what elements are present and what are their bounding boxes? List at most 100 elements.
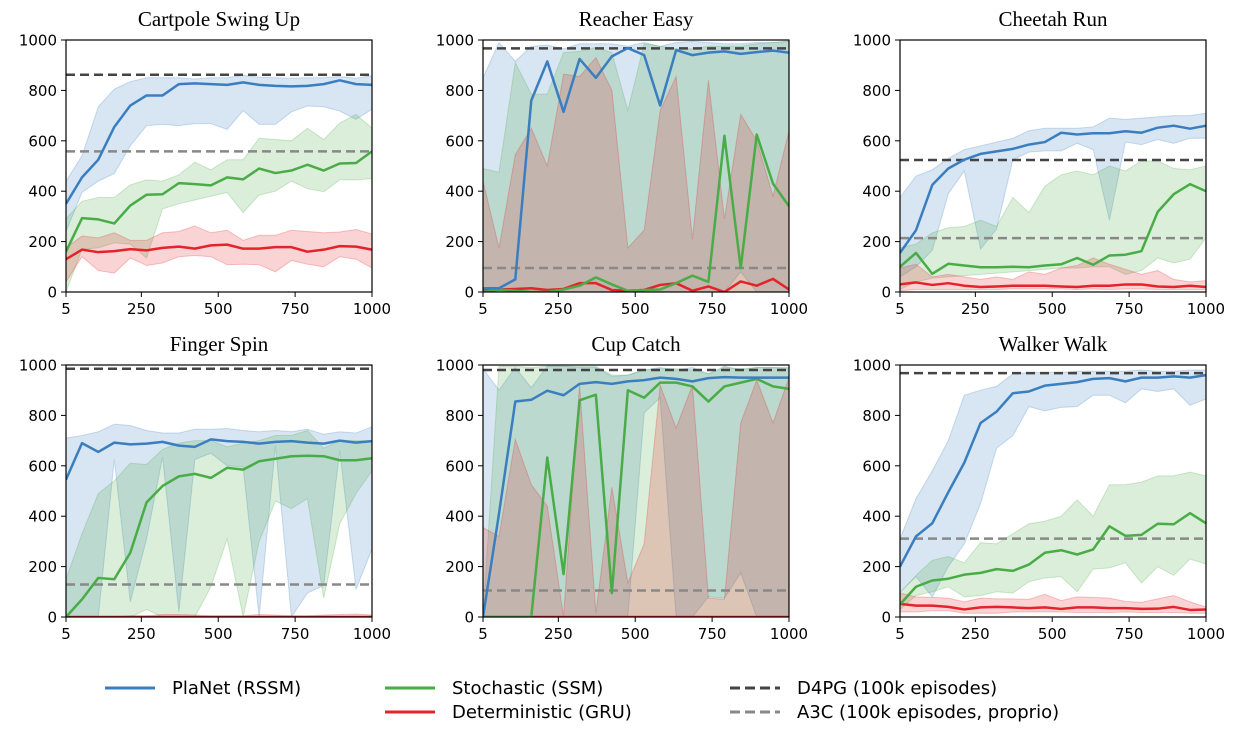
subplot-title: Finger Spin xyxy=(170,332,269,356)
y-tick-label: 800 xyxy=(862,82,891,100)
y-tick-label: 400 xyxy=(445,183,474,201)
y-tick-label: 200 xyxy=(445,233,474,251)
line-gru xyxy=(66,243,372,261)
y-tick-label: 1000 xyxy=(853,357,891,375)
y-tick-label: 800 xyxy=(445,407,474,425)
x-tick-label: 5 xyxy=(61,625,71,643)
x-tick-label: 500 xyxy=(204,300,233,318)
subplot-cheetah-run: Cheetah Run 0 200 400 600 800 1000 5 250 500 750 10… xyxy=(853,7,1225,318)
y-tick-label: 200 xyxy=(28,233,57,251)
y-tick-label: 0 xyxy=(47,609,57,627)
line-planet xyxy=(483,375,789,617)
y-tick-label: 1000 xyxy=(19,357,57,375)
line-gru xyxy=(900,602,1206,612)
x-tick-label: 5 xyxy=(895,300,905,318)
x-tick-label: 1000 xyxy=(1187,625,1225,643)
x-tick-label: 1000 xyxy=(770,625,808,643)
x-tick-label: 5 xyxy=(61,300,71,318)
line-ssm xyxy=(900,182,1206,276)
subplot-finger-spin: Finger Spin 0 200 400 600 800 1000 5 250 500 750 10… xyxy=(19,332,391,643)
x-tick-label: 500 xyxy=(204,625,233,643)
x-tick-label: 5 xyxy=(895,625,905,643)
line-gru xyxy=(900,281,1206,289)
line-planet xyxy=(483,46,789,290)
axes-frame xyxy=(899,364,1207,618)
x-tick-label: 750 xyxy=(1115,300,1144,318)
y-tick-label: 400 xyxy=(862,183,891,201)
line-ssm xyxy=(483,133,789,292)
x-tick-label: 1000 xyxy=(770,300,808,318)
x-tick-label: 750 xyxy=(698,300,727,318)
line-planet xyxy=(66,438,372,481)
x-tick-label: 750 xyxy=(281,300,310,318)
y-tick-label: 800 xyxy=(445,82,474,100)
y-tick-label: 600 xyxy=(445,132,474,150)
line-ssm xyxy=(900,511,1206,606)
band-gru xyxy=(900,592,1206,614)
x-tick-label: 500 xyxy=(1038,625,1067,643)
band-gru xyxy=(483,377,789,617)
subplot-title: Cup Catch xyxy=(591,332,681,356)
y-tick-label: 800 xyxy=(862,407,891,425)
x-tick-label: 750 xyxy=(281,625,310,643)
band-ssm xyxy=(66,113,372,292)
x-tick-label: 250 xyxy=(127,625,156,643)
x-tick-label: 250 xyxy=(544,625,573,643)
plot-area xyxy=(900,112,1206,292)
y-tick-label: 600 xyxy=(28,132,57,150)
y-tick-label: 400 xyxy=(445,508,474,526)
plot-area xyxy=(483,40,789,292)
x-tick-label: 250 xyxy=(544,300,573,318)
subplot-cup-catch: Cup Catch 0 200 400 600 800 1000 5 250 500 750 1000 xyxy=(436,332,808,643)
axes-frame xyxy=(482,364,790,618)
subplot-title: Reacher Easy xyxy=(579,7,694,31)
legend-item-gru: Deterministic (GRU) xyxy=(385,702,632,723)
y-tick-label: 0 xyxy=(464,609,474,627)
band-ssm xyxy=(483,40,789,292)
axes-frame xyxy=(899,39,1207,293)
x-tick-label: 500 xyxy=(621,300,650,318)
x-tick-label: 1000 xyxy=(353,300,391,318)
y-tick-label: 200 xyxy=(862,558,891,576)
band-planet xyxy=(66,74,372,232)
y-tick-label: 0 xyxy=(47,284,57,302)
legend: PlaNet (RSSM) Stochastic (SSM) Determinist… xyxy=(105,678,1059,723)
line-ssm xyxy=(66,150,372,253)
y-tick-label: 200 xyxy=(445,558,474,576)
y-tick-label: 600 xyxy=(862,457,891,475)
y-tick-label: 600 xyxy=(28,457,57,475)
x-tick-label: 500 xyxy=(621,625,650,643)
subplot-cartpole-swing-up: Cartpole Swing Up 0 200 400 600 800 1000 5 250 50… xyxy=(19,7,391,318)
legend-item-d4pg: D4PG (100k episodes) xyxy=(730,678,997,699)
y-tick-label: 0 xyxy=(881,609,891,627)
x-tick-label: 250 xyxy=(961,300,990,318)
x-tick-label: 5 xyxy=(478,625,488,643)
subplot-title: Cheetah Run xyxy=(998,7,1108,31)
y-tick-label: 1000 xyxy=(853,32,891,50)
x-tick-label: 1000 xyxy=(1187,300,1225,318)
band-planet xyxy=(66,423,372,617)
subplot-title: Cartpole Swing Up xyxy=(138,7,300,31)
band-ssm xyxy=(900,471,1206,611)
line-planet xyxy=(900,124,1206,254)
y-tick-label: 0 xyxy=(464,284,474,302)
legend-label: Deterministic (GRU) xyxy=(452,702,632,723)
subplot-reacher-easy: Reacher Easy 0 200 400 600 800 1000 5 250 500 750 1… xyxy=(436,7,808,318)
y-tick-label: 800 xyxy=(28,82,57,100)
band-planet xyxy=(483,40,789,292)
y-tick-label: 400 xyxy=(862,508,891,526)
x-tick-label: 500 xyxy=(1038,300,1067,318)
line-ssm xyxy=(66,454,372,617)
band-planet xyxy=(900,369,1206,598)
x-tick-label: 1000 xyxy=(353,625,391,643)
axes-frame xyxy=(65,39,373,293)
y-tick-label: 0 xyxy=(881,284,891,302)
plot-area xyxy=(66,73,372,292)
y-tick-label: 1000 xyxy=(436,32,474,50)
band-gru xyxy=(66,225,372,283)
y-tick-label: 800 xyxy=(28,407,57,425)
y-tick-label: 600 xyxy=(445,457,474,475)
plot-area xyxy=(900,369,1206,614)
band-planet xyxy=(483,365,789,617)
y-tick-label: 400 xyxy=(28,183,57,201)
